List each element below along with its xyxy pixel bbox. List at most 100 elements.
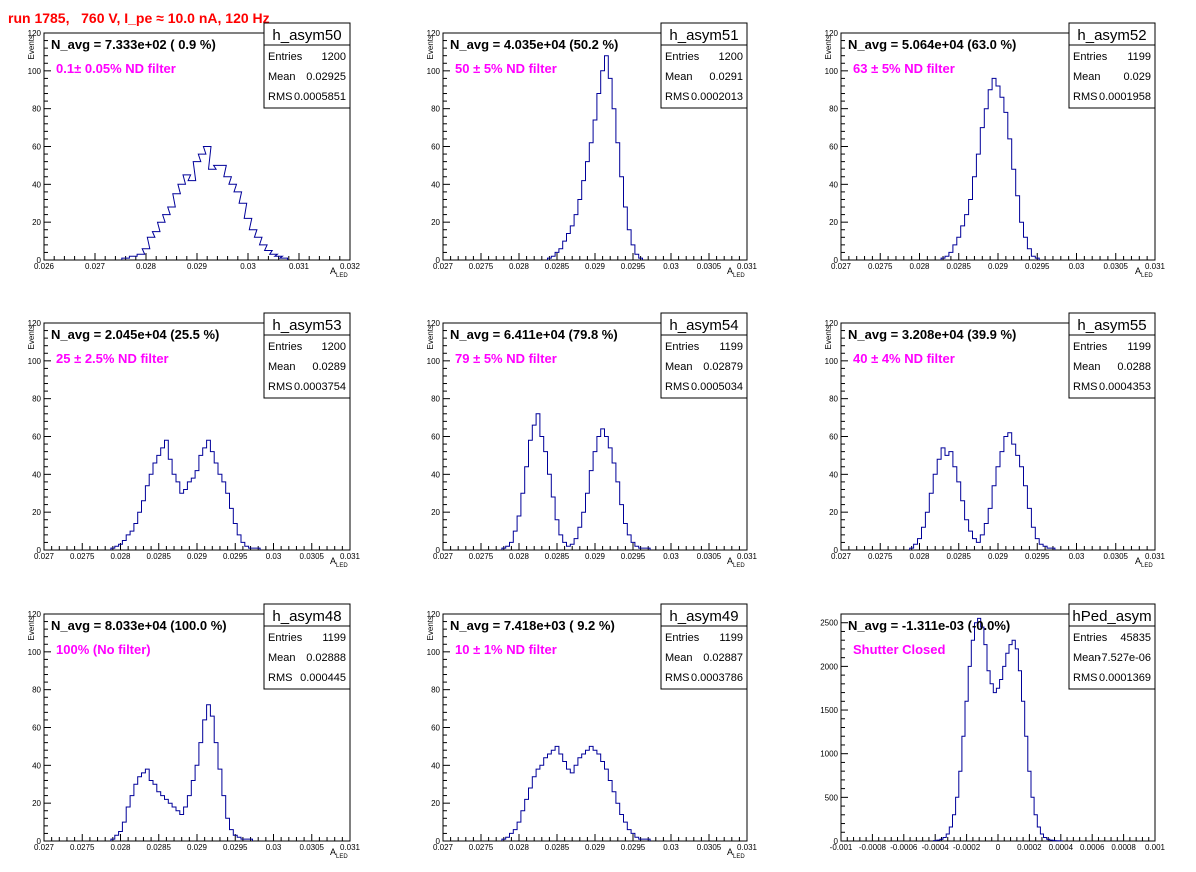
x-tick-label: 0.029 [585, 552, 606, 561]
stats-title: h_asym48 [272, 608, 341, 625]
stats-mean-label: Mean [665, 652, 693, 664]
y-tick-label: 0 [436, 837, 441, 846]
y-tick-label: 100 [427, 648, 441, 657]
panel-h_asym55: 0 20 40 60 80 100 120 0.027 0.0275 0.028 0.0285 0.0… [824, 312, 1166, 569]
x-tick-label: 0.0275 [868, 552, 893, 561]
x-axis-label: ALED [1135, 266, 1153, 279]
y-tick-label: 120 [825, 319, 839, 328]
x-tick-label: 0.028 [509, 552, 530, 561]
x-tick-label: 0.0008 [1111, 843, 1136, 852]
y-tick-label: 80 [32, 105, 41, 114]
x-axis-label-main: A [727, 556, 733, 566]
stats-rms-label: RMS [268, 381, 292, 393]
stats-title: h_asym51 [669, 27, 738, 44]
y-axis-label: Events [426, 325, 435, 349]
stats-mean-label: Mean [268, 361, 296, 373]
y-tick-label: 0 [37, 256, 42, 265]
y-tick-label: 0 [834, 546, 839, 555]
stats-mean-value: -7.527e-06 [1098, 652, 1151, 664]
y-tick-label: 120 [825, 29, 839, 38]
stats-entries-label: Entries [665, 51, 700, 63]
x-tick-label: 0.031 [1145, 262, 1166, 271]
y-axis-label: Events [824, 35, 833, 59]
x-tick-label: 0.0305 [1104, 552, 1129, 561]
stats-entries-value: 1199 [322, 632, 346, 644]
y-tick-label: 100 [28, 357, 42, 366]
x-tick-label: 0.028 [909, 552, 930, 561]
x-tick-label: 0.0285 [947, 552, 972, 561]
x-tick-label: 0.028 [509, 262, 530, 271]
histogram-line [110, 704, 253, 841]
x-tick-label: 0.0285 [545, 843, 570, 852]
y-tick-label: 20 [32, 799, 41, 808]
x-axis-label: ALED [727, 266, 745, 279]
x-tick-label: 0.0285 [545, 262, 570, 271]
y-axis-label: Events [426, 616, 435, 640]
x-tick-label: 0.0305 [1104, 262, 1129, 271]
filter-label: 10 ± 1% ND filter [455, 642, 557, 657]
x-tick-label: 0.03 [1069, 552, 1085, 561]
x-tick-label: 0.0295 [223, 843, 248, 852]
y-tick-label: 100 [28, 67, 42, 76]
x-tick-label: 0.0275 [868, 262, 893, 271]
navg-label: N_avg = -1.311e-03 (-0.0%) [848, 618, 1010, 633]
stats-entries-value: 1199 [719, 632, 743, 644]
x-axis-label-sub: LED [733, 563, 745, 569]
x-tick-label: 0.028 [509, 843, 530, 852]
stats-rms-label: RMS [268, 91, 292, 103]
x-tick-label: 0.029 [585, 843, 606, 852]
y-tick-label: 120 [427, 610, 441, 619]
x-tick-label: 0.0295 [223, 552, 248, 561]
filter-label: 25 ± 2.5% ND filter [56, 351, 169, 366]
x-tick-label: 0.03 [663, 843, 679, 852]
y-tick-label: 100 [427, 357, 441, 366]
x-tick-label: 0.027 [433, 262, 454, 271]
y-tick-label: 100 [825, 357, 839, 366]
y-tick-label: 60 [829, 433, 838, 442]
stats-mean-label: Mean [268, 652, 296, 664]
x-axis-label: ALED [1135, 556, 1153, 569]
x-axis-label-sub: LED [1141, 563, 1153, 569]
y-tick-label: 60 [32, 433, 41, 442]
y-tick-label: 80 [32, 395, 41, 404]
stats-entries-value: 45835 [1120, 632, 1151, 644]
stats-title: h_asym55 [1077, 317, 1146, 334]
x-tick-label: 0.03 [1069, 262, 1085, 271]
histogram-line [940, 77, 1040, 260]
x-tick-label: -0.0002 [953, 843, 981, 852]
stats-mean-value: 0.02925 [306, 71, 346, 83]
x-tick-label: 0.0305 [697, 843, 722, 852]
x-tick-label: 0.028 [110, 843, 131, 852]
x-axis-label: ALED [330, 266, 348, 279]
y-tick-label: 2000 [820, 662, 838, 671]
y-tick-label: 80 [431, 105, 440, 114]
y-tick-label: 40 [829, 470, 838, 479]
x-tick-label: 0.028 [110, 552, 131, 561]
x-tick-label: -0.0006 [890, 843, 918, 852]
x-tick-label: 0.032 [340, 262, 361, 271]
x-tick-label: 0.031 [1145, 552, 1166, 561]
x-tick-label: 0.031 [289, 262, 310, 271]
stats-entries-label: Entries [1073, 632, 1108, 644]
y-tick-label: 0 [834, 256, 839, 265]
x-tick-label: 0.03 [240, 262, 256, 271]
y-tick-label: 120 [427, 319, 441, 328]
y-tick-label: 20 [32, 508, 41, 517]
stats-rms-value: 0.0003786 [691, 672, 743, 684]
histogram-line [933, 617, 1063, 842]
x-tick-label: 0.0305 [697, 552, 722, 561]
x-tick-label: 0.0006 [1080, 843, 1105, 852]
stats-mean-label: Mean [1073, 71, 1101, 83]
x-tick-label: 0.03 [663, 262, 679, 271]
stats-rms-label: RMS [665, 91, 689, 103]
x-tick-label: 0.026 [34, 262, 55, 271]
y-tick-label: 20 [431, 799, 440, 808]
x-axis-label-sub: LED [733, 854, 745, 860]
x-tick-label: 0.027 [85, 262, 106, 271]
stats-entries-label: Entries [665, 341, 700, 353]
stats-rms-value: 0.0002013 [691, 91, 743, 103]
x-tick-label: 0.0295 [621, 262, 646, 271]
x-tick-label: 0.0295 [621, 843, 646, 852]
filter-label: Shutter Closed [853, 642, 946, 657]
y-tick-label: 60 [431, 143, 440, 152]
